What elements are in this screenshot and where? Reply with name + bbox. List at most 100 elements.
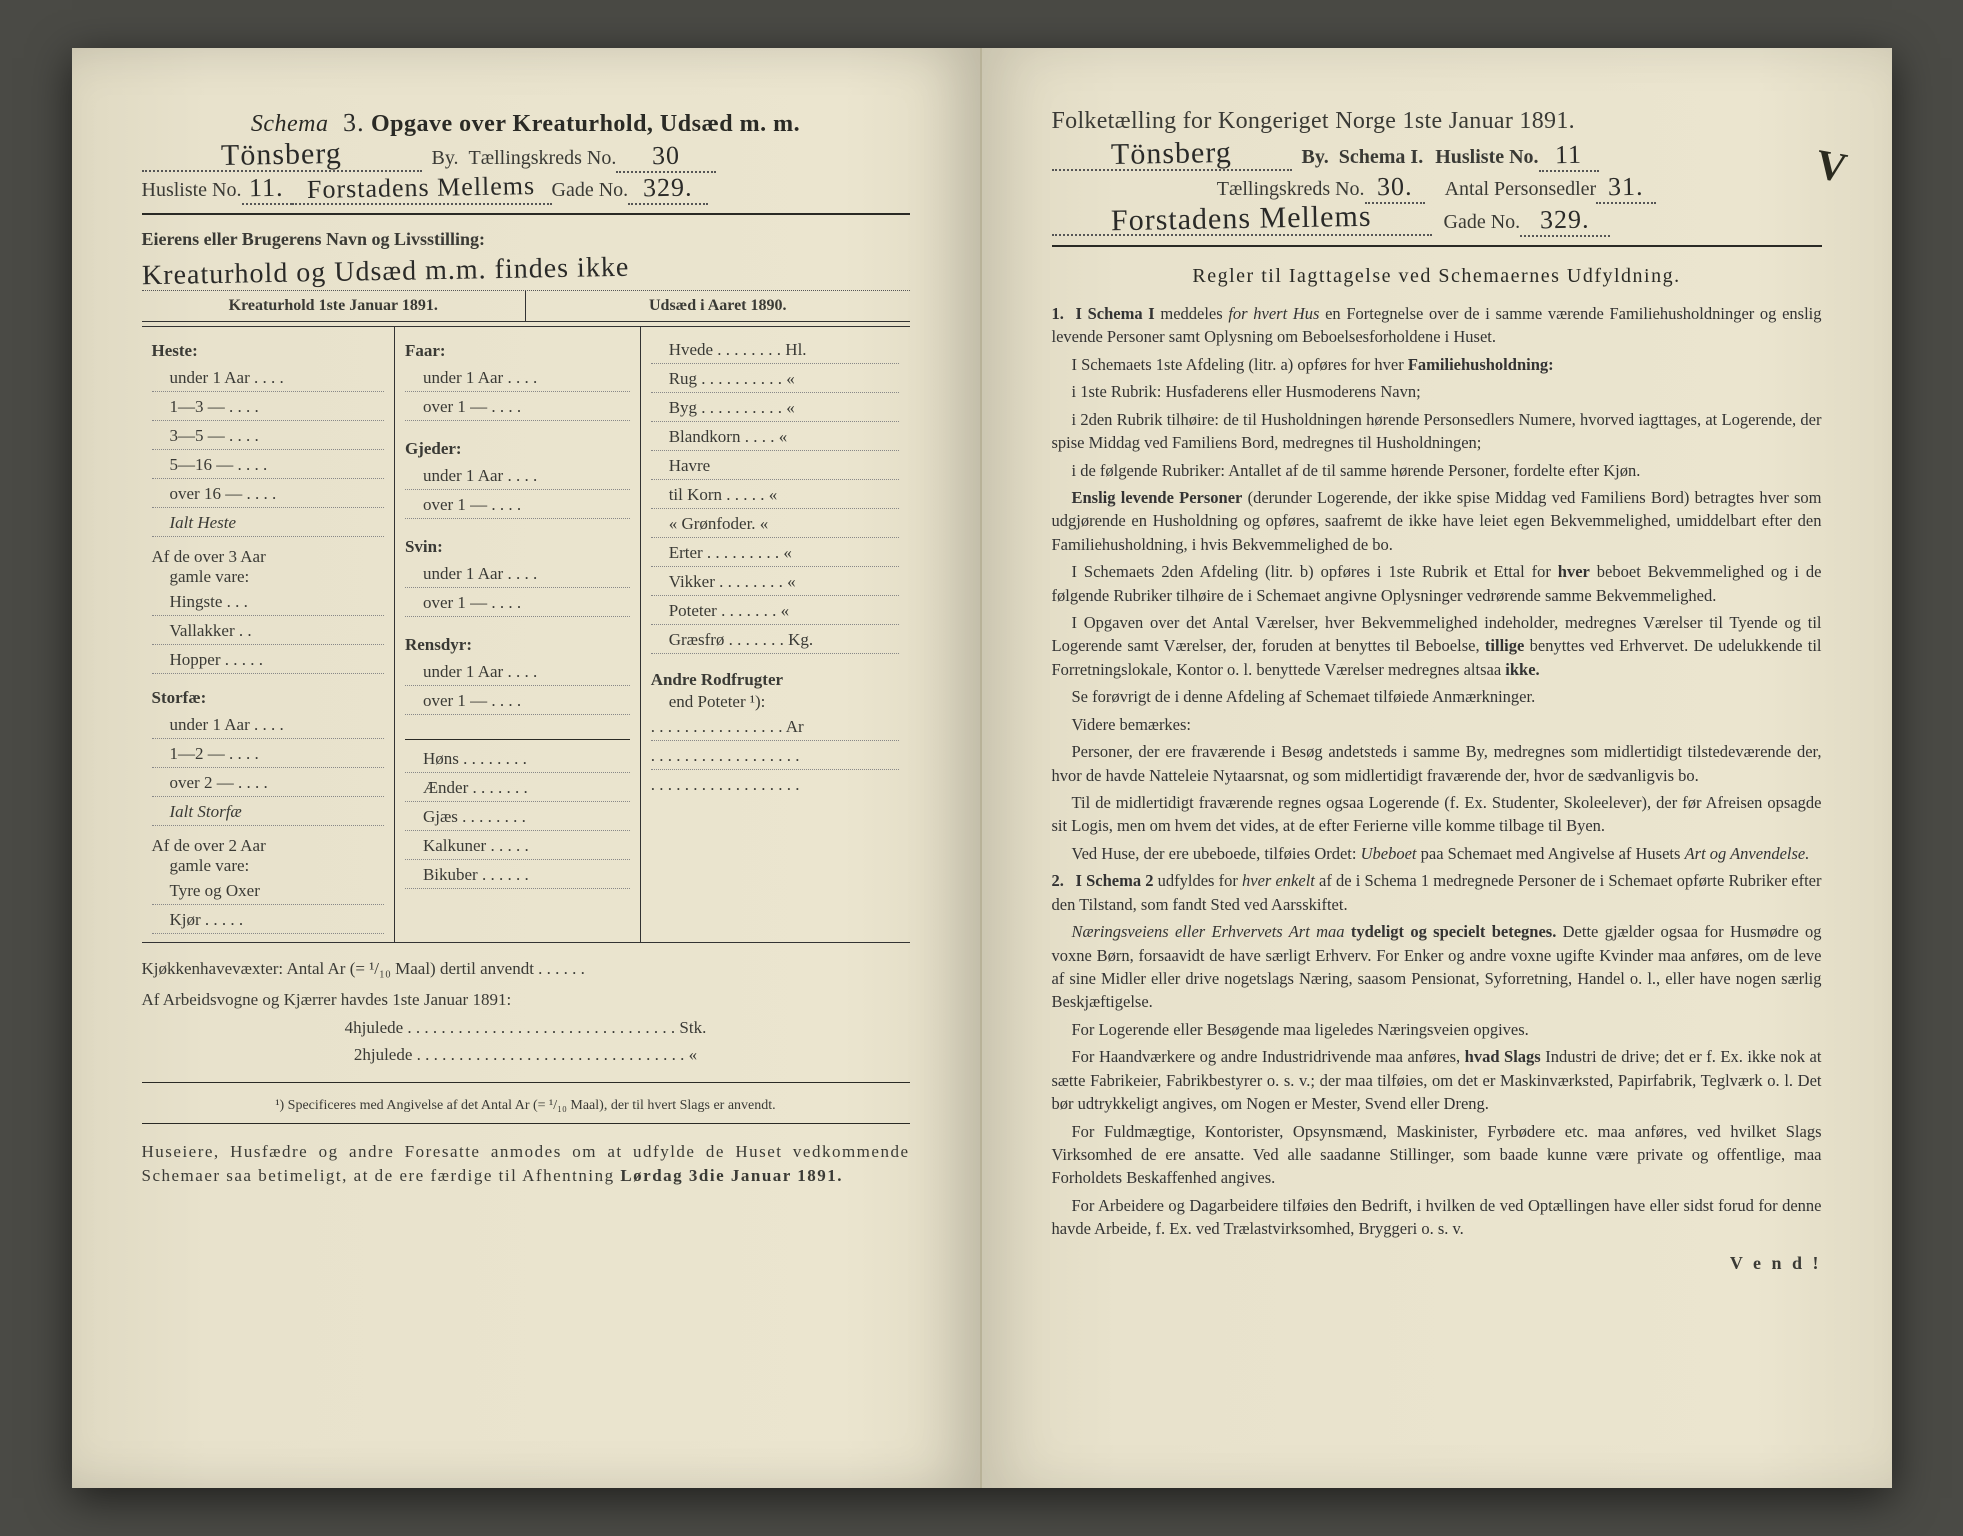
owner-hand: Kreaturhold og Udsæd m.m. findes ikke [141,252,629,292]
heste-head: Heste: [152,341,384,361]
udsaed-head: Udsæd i Aaret 1890. [526,291,910,321]
right-title: Folketælling for Kongeriget Norge 1ste J… [1052,108,1822,135]
table-row: Tyre og Oxer [152,876,384,905]
table-row: 5—16 — . . . . [152,450,384,479]
col-udsaed: Hvede . . . . . . . . Hl.Rug . . . . . .… [641,327,910,942]
left-header-row-1: Tönsberg By. Tællingskreds No. 30 [142,146,910,173]
city-hand-right: Tönsberg [1111,144,1232,164]
census-book-spread: Schema 3. Opgave over Kreaturhold, Udsæd… [72,48,1892,1488]
storfae-head: Storfæ: [152,688,384,708]
husliste-hand-r: 11 [1555,146,1582,164]
table-row: under 1 Aar . . . . [152,363,384,392]
by-label-r: By. [1302,146,1329,169]
andre-head: Andre Rodfrugter [651,670,900,690]
schema1-label: Schema I. [1339,146,1423,169]
right-header-row-3: Forstadens Mellems Gade No. 329. [1052,210,1822,237]
rules-paragraph: For Logerende eller Besøgende maa ligele… [1052,1018,1822,1041]
table-row: under 1 Aar . . . . [405,363,630,392]
rules-body: 1.I Schema I meddeles for hvert Hus en F… [1052,302,1822,1241]
rensdyr-head: Rensdyr: [405,635,630,655]
svin-head: Svin: [405,537,630,557]
faar-head: Faar: [405,341,630,361]
husliste-hand: 11. [249,179,284,198]
over2-label: Af de over 2 Aar [152,836,384,856]
left-title-text: Opgave over Kreaturhold, Udsæd m. m. [371,111,800,137]
4hjul-line: 4hjulede . . . . . . . . . . . . . . . .… [142,1016,910,1041]
gade-label-r: Gade No. [1444,211,1521,234]
divider [142,213,910,215]
antal-hand: 31. [1608,178,1644,197]
table-row: over 1 — . . . . [405,490,630,519]
dots-row: . . . . . . . . . . . . . . . . . . [651,741,900,770]
street-hand-left: Forstadens Mellems [307,177,535,199]
gade-hand: 329. [643,179,693,198]
gamle2-label: gamle vare: [152,856,384,876]
gamle-label: gamle vare: [152,567,384,587]
table-row: Blandkorn . . . . « [651,422,900,451]
street-hand-right: Forstadens Mellems [1111,208,1372,231]
rules-paragraph: Personer, der ere fraværende i Besøg and… [1052,740,1822,787]
kjokken-line: Kjøkkenhavevæxter: Antal Ar (= ¹/₁₀ Maal… [142,957,910,982]
bottom-instruction: Huseiere, Husfædre og andre Foresatte an… [142,1140,910,1189]
table-row: Vikker . . . . . . . . « [651,567,900,596]
kreds-hand-r: 30. [1377,178,1413,197]
table-row: Græsfrø . . . . . . . Kg. [651,625,900,654]
gade-label: Gade No. [552,179,629,202]
rules-paragraph: For Haandværkere og andre Industridriven… [1052,1045,1822,1115]
table-row: over 16 — . . . . [152,479,384,508]
table-row: 3—5 — . . . . [152,421,384,450]
husliste-label-r: Husliste No. [1435,146,1538,169]
over3-label: Af de over 3 Aar [152,547,384,567]
kreds-label-r: Tællingskreds No. [1217,178,1365,201]
table-row: Hvede . . . . . . . . Hl. [651,335,900,364]
table-row: under 1 Aar . . . . [405,559,630,588]
kreatur-head: Kreaturhold 1ste Januar 1891. [142,291,527,321]
table-row: under 1 Aar . . . . [405,657,630,686]
ar-row: . . . . . . . . . . . . . . . . Ar [651,712,900,741]
table-row: over 1 — . . . . [405,392,630,421]
deadline-bold: Lørdag 3die Januar 1891. [620,1166,843,1185]
ialt-heste: Ialt Heste [152,508,384,537]
vend-label: V e n d ! [1052,1253,1822,1274]
schema-number-hand: 3. [343,108,365,138]
husliste-label: Husliste No. [142,179,242,202]
rules-paragraph: i 2den Rubrik tilhøire: de til Husholdni… [1052,408,1822,455]
left-page-schema-3: Schema 3. Opgave over Kreaturhold, Udsæd… [72,48,982,1488]
left-header-row-2: Husliste No. 11. Forstadens Mellems Gade… [142,179,910,205]
table-row: Ænder . . . . . . . [405,773,630,802]
kreds-hand: 30 [652,147,680,165]
2hjul-line: 2hjulede . . . . . . . . . . . . . . . .… [142,1043,910,1068]
right-page-schema-1: Folketælling for Kongeriget Norge 1ste J… [982,48,1892,1488]
rules-paragraph: I Schemaets 1ste Afdeling (litr. a) opfø… [1052,353,1822,376]
col-heste-storfae: Heste: under 1 Aar . . . .1—3 — . . . .3… [142,327,395,942]
by-label: By. [432,147,459,170]
table-row: under 1 Aar . . . . [405,461,630,490]
table-row: til Korn . . . . . « [651,480,900,509]
rules-paragraph: I Opgaven over det Antal Værelser, hver … [1052,611,1822,681]
rules-paragraph: Se forøvrigt de i denne Afdeling af Sche… [1052,685,1822,708]
kreds-label: Tællingskreds No. [469,147,617,170]
rules-paragraph: 1.I Schema I meddeles for hvert Hus en F… [1052,302,1822,349]
arbeids-line: Af Arbeidsvogne og Kjærrer havdes 1ste J… [142,988,910,1013]
table-row: Poteter . . . . . . . « [651,596,900,625]
table-row: Vallakker . . [152,616,384,645]
table-row: Kalkuner . . . . . [405,831,630,860]
table-row: Hingste . . . [152,587,384,616]
right-header-row-1: Tönsberg By. Schema I. Husliste No. 11 [1052,145,1822,172]
rules-paragraph: Ved Huse, der ere ubeboede, tilføies Ord… [1052,842,1822,865]
checkmark-annotation: V [1812,141,1850,194]
table-row: Rug . . . . . . . . . . « [651,364,900,393]
table-row: Havre [651,451,900,480]
andre2-label: end Poteter ¹): [651,692,900,712]
right-header-row-2: Tællingskreds No. 30. Antal Personsedler… [1052,178,1822,204]
footnote: ¹) Specificeres med Angivelse af det Ant… [142,1097,910,1115]
table-row: Hopper . . . . . [152,645,384,674]
table-row: over 2 — . . . . [152,768,384,797]
rules-title: Regler til Iagttagelse ved Schemaernes U… [1052,265,1822,288]
table-row: under 1 Aar . . . . [152,710,384,739]
table-row: 1—3 — . . . . [152,392,384,421]
gade-hand-r: 329. [1540,211,1590,230]
col-smaller-animals: Faar: under 1 Aar . . . .over 1 — . . . … [395,327,641,942]
rules-paragraph: I Schemaets 2den Afdeling (litr. b) opfø… [1052,560,1822,607]
rules-paragraph: Næringsveiens eller Erhvervets Art maa t… [1052,920,1822,1014]
